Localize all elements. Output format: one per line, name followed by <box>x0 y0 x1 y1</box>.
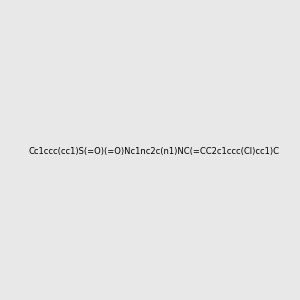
Text: Cc1ccc(cc1)S(=O)(=O)Nc1nc2c(n1)NC(=CC2c1ccc(Cl)cc1)C: Cc1ccc(cc1)S(=O)(=O)Nc1nc2c(n1)NC(=CC2c1… <box>28 147 279 156</box>
